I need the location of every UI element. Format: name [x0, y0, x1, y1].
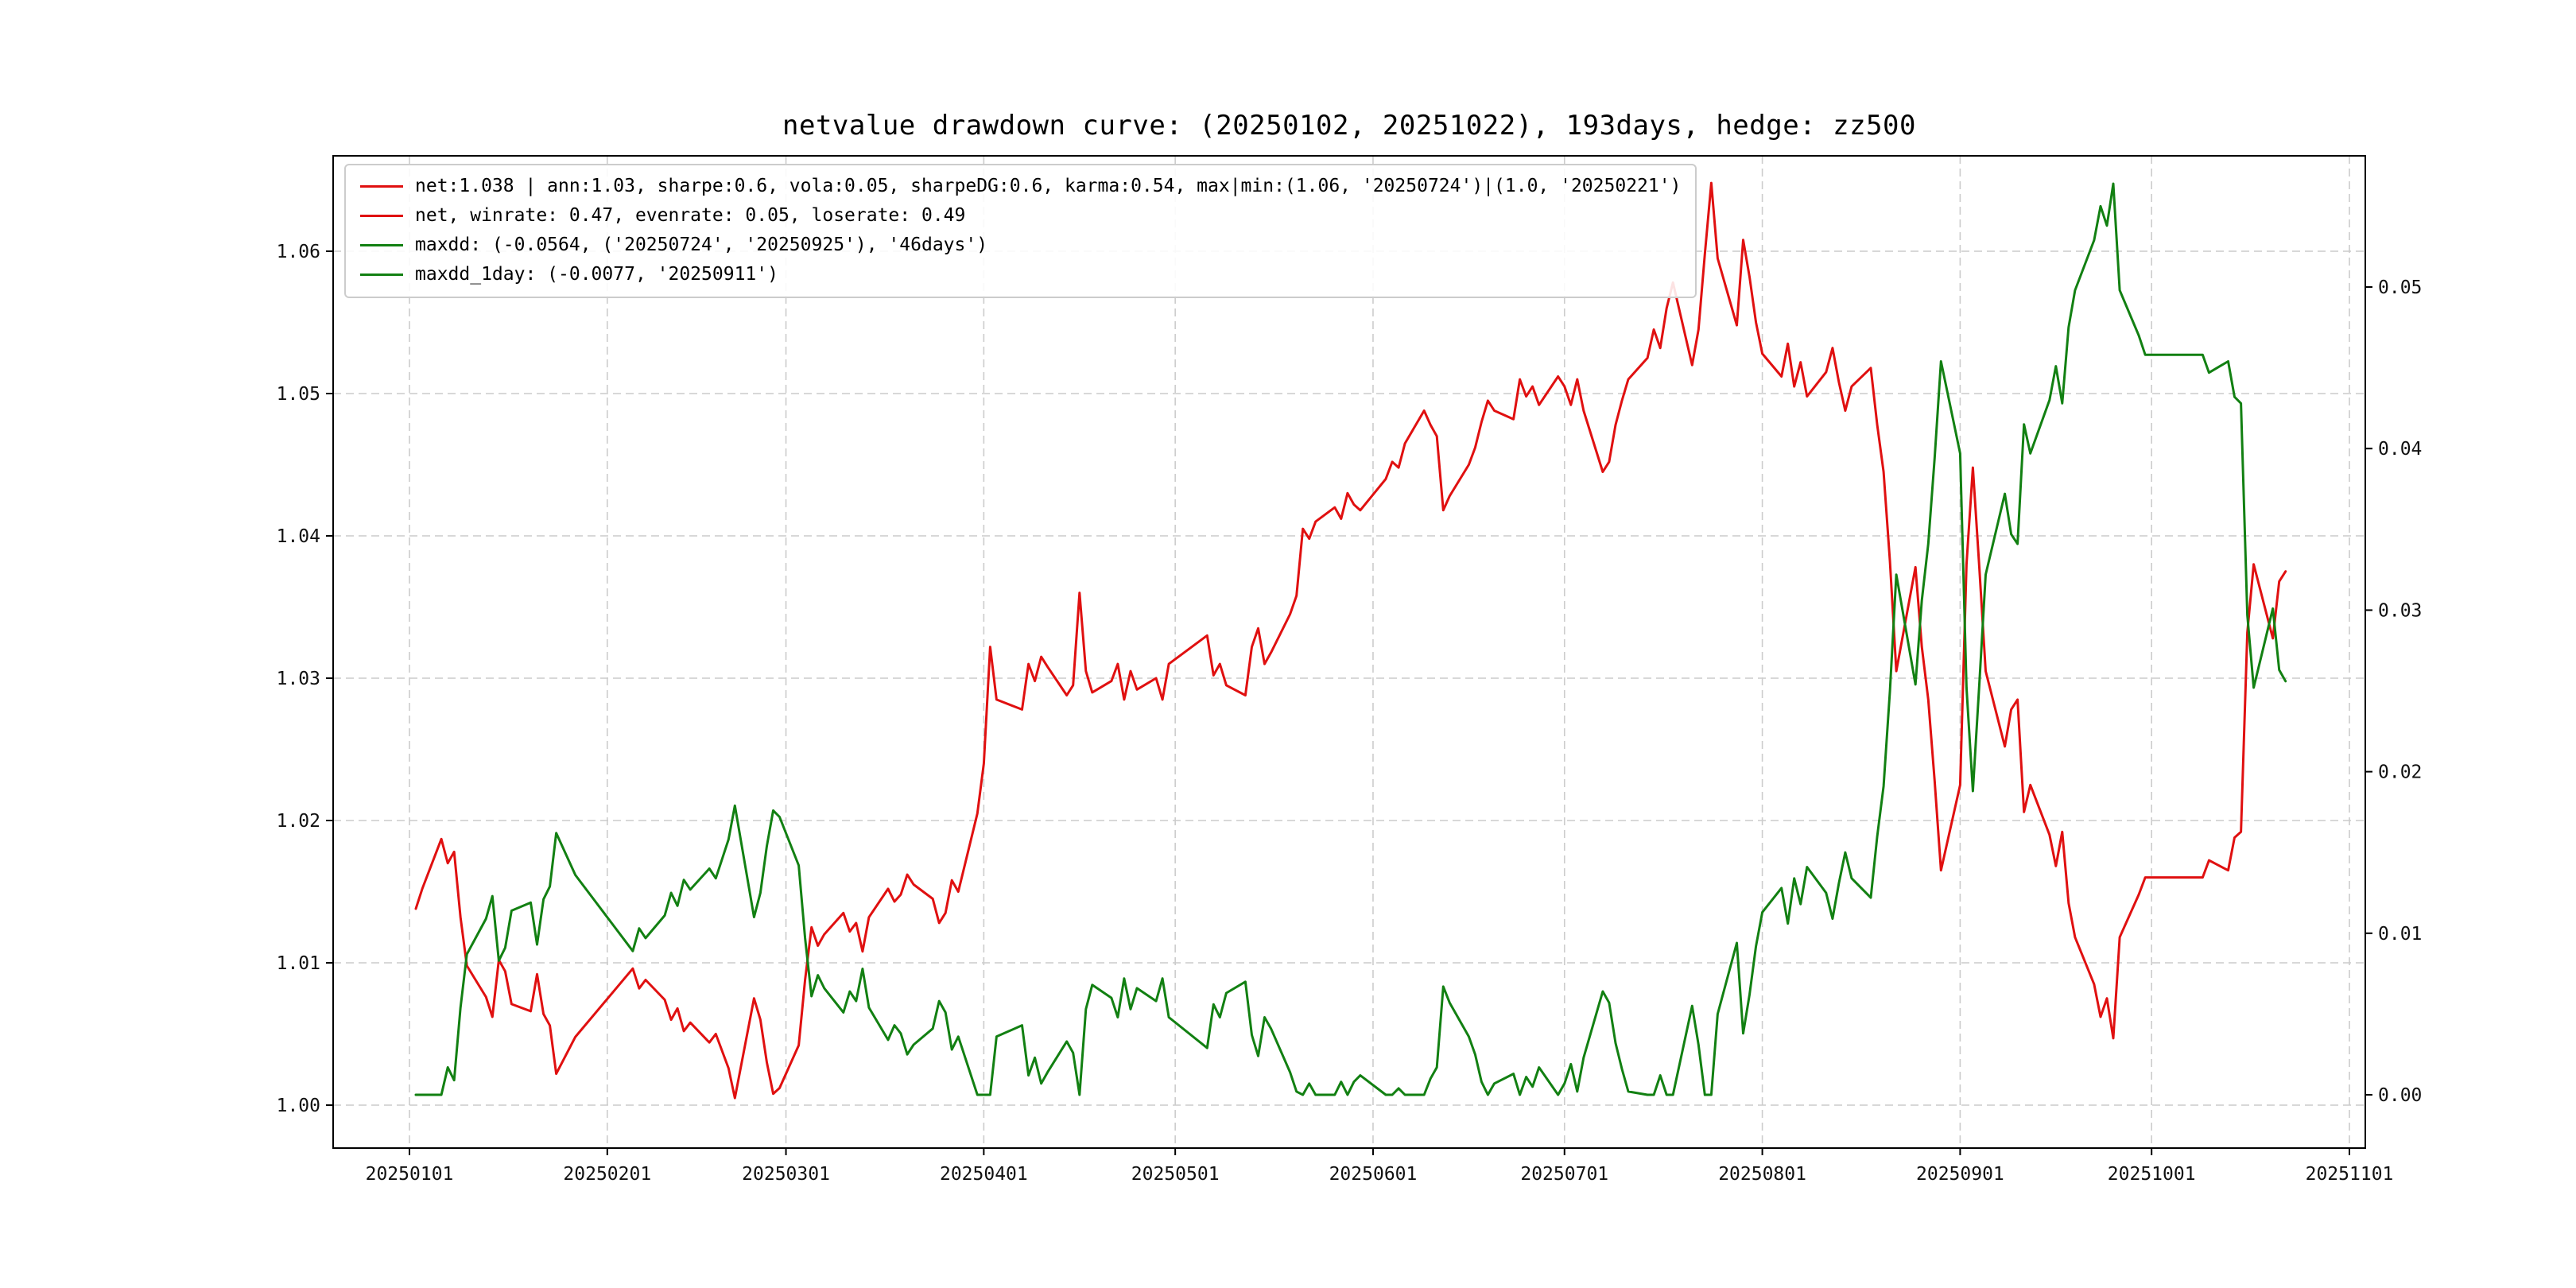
legend-label: net:1.038 | ann:1.03, sharpe:0.6, vola:0…	[415, 176, 1682, 196]
legend-item-net-stats: net:1.038 | ann:1.03, sharpe:0.6, vola:0…	[360, 175, 1681, 199]
left-y-tick-label: 1.06	[277, 242, 320, 262]
right-y-tick-label: 0.01	[2378, 924, 2422, 945]
left-y-tick-label: 1.01	[277, 953, 320, 974]
legend-item-maxdd-1day: maxdd_1day: (-0.0077, '20250911')	[360, 263, 1681, 287]
x-tick-label: 20250901	[1916, 1164, 2004, 1185]
x-tick-label: 20250501	[1131, 1164, 1220, 1185]
right-y-tick-label: 0.00	[2378, 1085, 2422, 1106]
legend-item-net-winrate: net, winrate: 0.47, evenrate: 0.05, lose…	[360, 204, 1681, 228]
left-y-tick-label: 1.03	[277, 669, 320, 689]
legend-box: net:1.038 | ann:1.03, sharpe:0.6, vola:0…	[344, 164, 1697, 298]
legend-label: net, winrate: 0.47, evenrate: 0.05, lose…	[415, 204, 966, 226]
x-tick-label: 20250601	[1329, 1164, 1418, 1185]
x-tick-label: 20250201	[563, 1164, 651, 1185]
plot-border	[332, 155, 2366, 1149]
left-y-tick-label: 1.05	[277, 384, 320, 405]
legend-item-maxdd: maxdd: (-0.0564, ('20250724', '20250925'…	[360, 234, 1681, 258]
x-tick-label: 20250401	[940, 1164, 1028, 1185]
legend-green-line-icon	[360, 244, 403, 247]
x-tick-label: 20250301	[742, 1164, 830, 1185]
drawdown-curve-line	[414, 182, 2287, 1096]
right-y-tick-label: 0.05	[2378, 277, 2422, 298]
x-tick-label: 20250701	[1520, 1164, 1608, 1185]
x-tick-label: 20251101	[2306, 1164, 2394, 1185]
chart-title: netvalue drawdown curve: (20250102, 2025…	[782, 110, 1916, 142]
right-y-tick-label: 0.02	[2378, 762, 2422, 783]
x-tick-label: 20251001	[2108, 1164, 2196, 1185]
left-y-tick-label: 1.04	[277, 526, 320, 547]
legend-red-line-icon	[360, 215, 403, 218]
legend-label: maxdd: (-0.0564, ('20250724', '20250925'…	[415, 234, 988, 255]
right-y-tick-label: 0.04	[2378, 439, 2422, 460]
x-tick-label: 20250101	[366, 1164, 454, 1185]
left-y-tick-label: 1.02	[277, 811, 320, 832]
left-y-tick-label: 1.00	[277, 1096, 320, 1116]
net-curve-line	[414, 181, 2287, 1100]
legend-red-line-icon	[360, 185, 403, 188]
x-tick-label: 20250801	[1718, 1164, 1806, 1185]
legend-label: maxdd_1day: (-0.0077, '20250911')	[415, 263, 778, 285]
right-y-tick-label: 0.03	[2378, 600, 2422, 621]
legend-green-line-icon	[360, 274, 403, 277]
